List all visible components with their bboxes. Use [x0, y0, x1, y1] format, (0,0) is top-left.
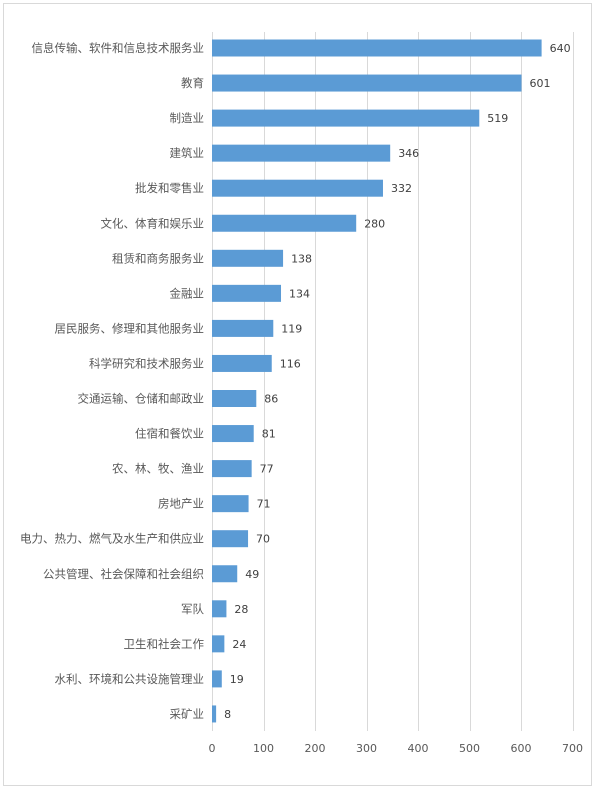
- data-label: 70: [256, 533, 270, 546]
- bar: [212, 390, 257, 407]
- data-label: 640: [550, 42, 571, 55]
- category-label: 金融业: [170, 286, 205, 300]
- category-label: 居民服务、修理和其他服务业: [55, 321, 205, 335]
- x-tick-label: 200: [305, 742, 326, 755]
- data-label: 332: [391, 182, 412, 195]
- x-tick-label: 500: [459, 742, 480, 755]
- data-label: 71: [257, 498, 271, 511]
- x-tick-label: 400: [408, 742, 429, 755]
- category-label: 卫生和社会工作: [124, 637, 205, 651]
- bar: [212, 39, 542, 57]
- data-label: 19: [230, 673, 244, 686]
- data-label: 346: [398, 147, 419, 160]
- data-label: 81: [262, 428, 276, 441]
- data-label: 28: [234, 603, 248, 616]
- category-label: 水利、环境和公共设施管理业: [55, 672, 205, 686]
- category-label: 租赁和商务服务业: [112, 251, 204, 265]
- bar: [212, 600, 227, 618]
- data-label: 119: [281, 322, 302, 335]
- category-label: 公共管理、社会保障和社会组织: [43, 567, 204, 581]
- bar: [212, 670, 222, 688]
- bar: [212, 214, 357, 232]
- data-label: 77: [260, 463, 274, 476]
- data-label: 116: [280, 357, 301, 370]
- x-tick-label: 600: [511, 742, 532, 755]
- bar: [212, 565, 238, 583]
- data-label: 134: [289, 287, 310, 300]
- category-label: 文化、体育和娱乐业: [101, 216, 205, 230]
- bar: [212, 495, 249, 513]
- category-label: 采矿业: [170, 707, 205, 721]
- data-label: 86: [264, 393, 278, 406]
- category-label: 交通运输、仓储和邮政业: [78, 392, 205, 406]
- data-label: 138: [291, 252, 312, 265]
- category-label: 建筑业: [170, 146, 205, 160]
- data-labels: 640 601 519 346 332 280 138 134 119 116 86 81 77 71 70…: [224, 42, 570, 721]
- category-label: 制造业: [170, 111, 205, 125]
- category-label: 农、林、牧、渔业: [112, 462, 204, 476]
- bar: [212, 284, 282, 302]
- bar: [212, 144, 391, 162]
- category-label: 教育: [181, 76, 204, 90]
- data-label: 49: [245, 568, 259, 581]
- bar: [212, 530, 249, 548]
- chart-frame: [3, 3, 592, 786]
- x-tick-label: 700: [562, 742, 583, 755]
- bar: [212, 319, 274, 337]
- category-label: 信息传输、软件和信息技术服务业: [32, 41, 205, 55]
- category-labels: 信息传输、软件和信息技术服务业教育制造业建筑业批发和零售业文化、体育和娱乐业租赁…: [20, 41, 204, 721]
- bar: [212, 635, 225, 653]
- category-label: 科学研究和技术服务业: [89, 356, 204, 370]
- bar: [212, 460, 252, 478]
- data-label: 519: [487, 112, 508, 125]
- bar: [212, 354, 272, 372]
- category-label: 批发和零售业: [135, 181, 204, 195]
- category-label: 电力、热力、燃气及水生产和供应业: [20, 532, 204, 546]
- x-tick-label: 300: [356, 742, 377, 755]
- bar: [212, 705, 217, 723]
- category-label: 房地产业: [158, 497, 204, 511]
- category-label: 住宿和餐饮业: [135, 427, 204, 441]
- bar: [212, 74, 522, 92]
- bar: [212, 109, 480, 127]
- gridlines: [212, 32, 574, 731]
- x-tick-label: 100: [253, 742, 274, 755]
- bar: [212, 249, 284, 267]
- data-label: 8: [224, 708, 231, 721]
- category-label: 军队: [181, 602, 204, 616]
- data-label: 280: [364, 217, 385, 230]
- data-label: 24: [232, 638, 246, 651]
- x-tick-label: 0: [209, 742, 216, 755]
- bars: [212, 39, 542, 723]
- bar: [212, 179, 383, 197]
- bar: [212, 425, 254, 443]
- x-axis-tick-labels: 0 100 200 300 400 500 600 700: [209, 742, 584, 755]
- data-label: 601: [530, 77, 551, 90]
